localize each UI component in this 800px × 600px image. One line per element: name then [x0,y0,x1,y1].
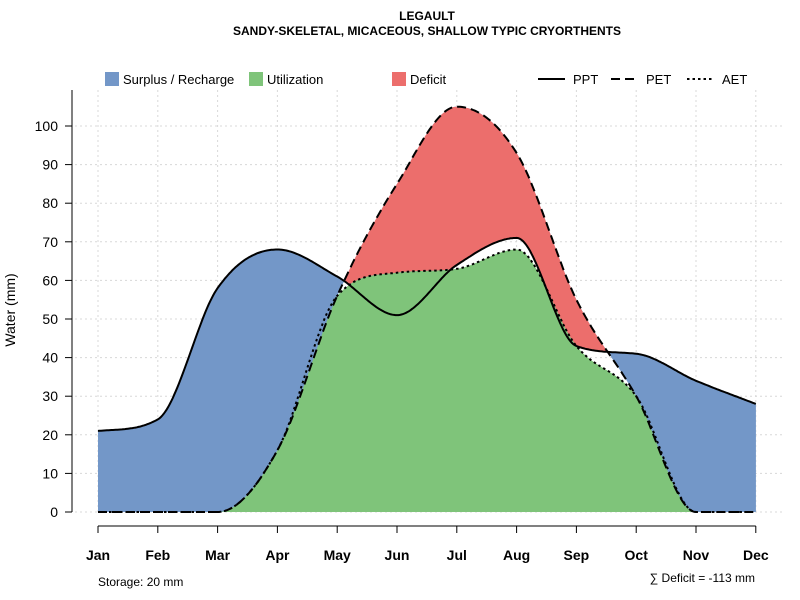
x-tick-label-jul: Jul [447,547,467,563]
area-utilization [98,249,756,512]
chart-subtitle: SANDY-SKELETAL, MICACEOUS, SHALLOW TYPIC… [233,24,621,38]
y-tick-label-20: 20 [42,427,58,443]
legend-label-aet: AET [722,72,747,87]
x-tick-label-aug: Aug [503,547,530,563]
y-tick-label-40: 40 [42,350,58,366]
y-tick-label-0: 0 [50,504,58,520]
x-tick-label-apr: Apr [265,547,290,563]
x-tick-label-oct: Oct [625,547,649,563]
storage-note: Storage: 20 mm [98,575,183,589]
x-tick-label-feb: Feb [145,547,170,563]
legend-label-deficit: Deficit [410,72,447,87]
legend-swatch-deficit [392,72,406,86]
x-tick-label-nov: Nov [683,547,710,563]
areas [98,106,756,512]
y-tick-label-100: 100 [35,118,59,134]
x-tick-label-mar: Mar [205,547,230,563]
area-surplus-recharge-overlay [98,237,756,512]
y-tick-label-80: 80 [42,195,58,211]
y-tick-label-30: 30 [42,388,58,404]
legend-swatch-surplus-recharge [105,72,119,86]
y-tick-label-70: 70 [42,234,58,250]
x-tick-label-jan: Jan [86,547,110,563]
legend-swatch-utilization [249,72,263,86]
x-tick-label-may: May [324,547,351,563]
legend-label-ppt: PPT [573,72,598,87]
y-tick-label-10: 10 [42,465,58,481]
y-axis-ticks: 0 10 20 30 40 50 60 70 80 90 100 [35,118,72,520]
x-tick-label-jun: Jun [385,547,410,563]
y-tick-label-50: 50 [42,311,58,327]
line-ppt [97,236,757,432]
axes [71,90,756,527]
legend: Surplus / Recharge Utilization Deficit PPT P… [105,72,747,87]
chart-title: LEGAULT [399,9,455,23]
legend-label-surplus-recharge: Surplus / Recharge [123,72,234,87]
y-tick-label-60: 60 [42,272,58,288]
line-pet [98,105,756,513]
deficit-note: ∑ Deficit = -113 mm [650,571,755,585]
x-tick-label-dec: Dec [743,547,769,563]
x-axis-ticks: Jan Feb Mar Apr May Jun Jul Aug Sep Oct Nov Dec [86,526,769,563]
y-axis-label: Water (mm) [2,273,18,346]
x-tick-label-sep: Sep [564,547,590,563]
series-lines [97,105,757,513]
y-tick-label-90: 90 [42,157,58,173]
legend-label-utilization: Utilization [267,72,323,87]
legend-label-pet: PET [646,72,671,87]
